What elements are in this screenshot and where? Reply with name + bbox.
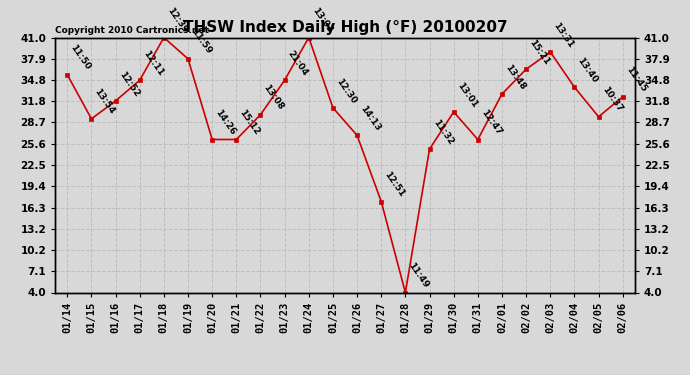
Text: 11:45: 11:45	[624, 65, 648, 94]
Text: 21:04: 21:04	[286, 49, 310, 78]
Text: 13:01: 13:01	[455, 81, 479, 109]
Text: 13:03: 13:03	[310, 6, 334, 35]
Text: Copyright 2010 Cartronics.net: Copyright 2010 Cartronics.net	[55, 26, 209, 35]
Text: 14:26: 14:26	[214, 108, 237, 137]
Text: 15:12: 15:12	[238, 108, 262, 137]
Text: 15:21: 15:21	[528, 38, 551, 66]
Text: 14:13: 14:13	[359, 104, 382, 133]
Text: 13:54: 13:54	[93, 87, 117, 116]
Text: 12:51: 12:51	[383, 170, 406, 199]
Text: 11:50: 11:50	[69, 44, 92, 72]
Text: 12:11: 12:11	[141, 49, 165, 78]
Text: 12:30: 12:30	[335, 76, 358, 105]
Text: 13:40: 13:40	[576, 56, 600, 84]
Text: 12:52: 12:52	[117, 69, 141, 98]
Text: 11:32: 11:32	[431, 118, 455, 146]
Text: 13:48: 13:48	[504, 63, 527, 91]
Text: 10:37: 10:37	[600, 86, 624, 114]
Text: 12:39: 12:39	[166, 6, 189, 35]
Text: 13:08: 13:08	[262, 83, 286, 112]
Text: 11:59: 11:59	[190, 27, 213, 56]
Title: THSW Index Daily High (°F) 20100207: THSW Index Daily High (°F) 20100207	[183, 20, 507, 35]
Text: 13:31: 13:31	[552, 21, 575, 49]
Text: 11:49: 11:49	[407, 261, 431, 290]
Text: 12:47: 12:47	[480, 108, 503, 137]
